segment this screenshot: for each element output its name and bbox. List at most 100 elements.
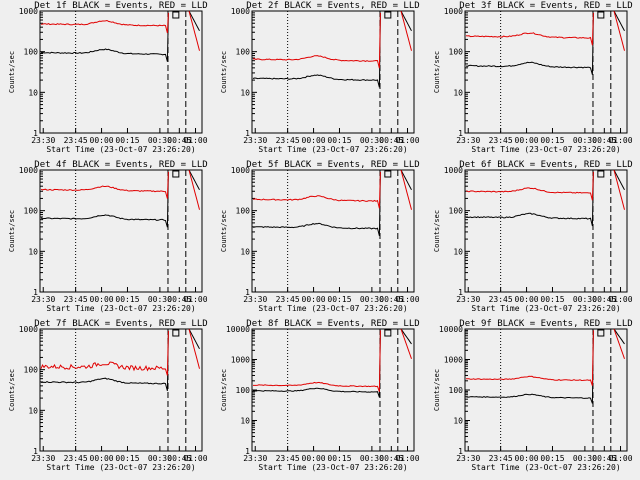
y-axis-label: Counts/sec	[433, 369, 441, 411]
x-axis-label: Start Time (23-Oct-07 23:26:20)	[46, 463, 195, 472]
x-tick-label: 00:15	[115, 454, 139, 463]
x-tick-label: 00:30	[360, 295, 384, 304]
x-tick-label: 23:45	[64, 454, 88, 463]
y-tick-label: 1	[458, 288, 463, 297]
x-axis-label: Start Time (23-Oct-07 23:26:20)	[258, 304, 407, 313]
series-line-events	[40, 171, 169, 228]
y-axis-label: Counts/sec	[8, 210, 16, 252]
x-axis-label: Start Time (23-Oct-07 23:26:20)	[471, 463, 620, 472]
chart-panel-8: Det 8f BLACK = Events, RED = LLD 1 10 100 10…	[220, 319, 420, 472]
x-tick-label: 01:00	[608, 295, 632, 304]
chart-title: Det 3f BLACK = Events, RED = LLD	[459, 1, 632, 11]
chart-panel-9: Det 9f BLACK = Events, RED = LLD 1 10 100 10…	[433, 319, 633, 472]
y-axis-label: Counts/sec	[220, 210, 228, 252]
series-line-lld	[40, 12, 169, 34]
y-tick-label: 100	[24, 207, 39, 216]
x-tick-label: 01:00	[608, 136, 632, 145]
y-axis-label: Counts/sec	[433, 51, 441, 93]
plot-frame	[39, 328, 203, 452]
y-tick-label: 1	[33, 447, 38, 456]
x-tick-label: 00:45	[167, 454, 191, 463]
plot-frame	[39, 10, 203, 134]
saa-marker	[384, 329, 392, 337]
x-tick-label: 00:45	[379, 295, 403, 304]
y-axis-label: Counts/sec	[220, 51, 228, 93]
x-tick-label: 23:30	[243, 454, 267, 463]
series-line-lld	[465, 171, 594, 201]
x-tick-label: 23:45	[276, 136, 300, 145]
x-tick-label: 00:30	[360, 454, 384, 463]
x-tick-label: 00:30	[360, 136, 384, 145]
chart-title: Det 6f BLACK = Events, RED = LLD	[459, 160, 632, 170]
y-tick-label: 100	[24, 48, 39, 57]
x-axis-label: Start Time (23-Oct-07 23:26:20)	[258, 463, 407, 472]
x-tick-label: 00:00	[90, 136, 114, 145]
series-line-lld	[40, 330, 169, 376]
y-tick-label: 100	[236, 48, 251, 57]
series-line-lld	[465, 12, 594, 46]
x-tick-label: 23:45	[64, 136, 88, 145]
x-tick-label: 00:30	[573, 295, 597, 304]
x-tick-label: 00:30	[148, 136, 172, 145]
y-axis-label: Counts/sec	[8, 51, 16, 93]
x-tick-label: 00:00	[302, 136, 326, 145]
series-tail-lld	[400, 169, 412, 210]
y-tick-label: 10000	[439, 325, 463, 334]
x-tick-label: 23:45	[276, 454, 300, 463]
y-tick-label: 1	[458, 447, 463, 456]
x-tick-label: 00:15	[327, 136, 351, 145]
x-tick-label: 00:15	[115, 295, 139, 304]
y-tick-label: 10	[453, 417, 463, 426]
chart-title: Det 9f BLACK = Events, RED = LLD	[459, 319, 632, 329]
y-tick-label: 100	[236, 386, 251, 395]
series-tail-lld	[613, 328, 625, 359]
chart-title: Det 1f BLACK = Events, RED = LLD	[34, 1, 207, 11]
saa-marker	[597, 329, 605, 337]
series-line-events	[252, 171, 381, 237]
x-axis-label: Start Time (23-Oct-07 23:26:20)	[471, 304, 620, 313]
y-tick-label: 1	[33, 129, 38, 138]
series-line-events	[252, 330, 381, 398]
y-tick-label: 1	[33, 288, 38, 297]
x-tick-label: 00:45	[592, 454, 616, 463]
series-tail-lld	[400, 328, 412, 359]
series-tail-events	[400, 169, 412, 191]
x-tick-label: 23:45	[489, 136, 513, 145]
y-tick-label: 1000	[19, 7, 38, 16]
x-tick-label: 23:45	[489, 295, 513, 304]
x-tick-label: 23:30	[31, 295, 55, 304]
saa-marker	[172, 11, 180, 19]
y-tick-label: 10	[240, 247, 250, 256]
plot-frame	[464, 328, 628, 452]
y-tick-label: 1000	[19, 166, 38, 175]
plot-frame	[251, 169, 415, 293]
chart-title: Det 8f BLACK = Events, RED = LLD	[246, 319, 419, 329]
x-tick-label: 00:45	[379, 136, 403, 145]
chart-panel-4: Det 4f BLACK = Events, RED = LLD 1 10 100 10…	[8, 160, 208, 313]
series-tail-events	[613, 169, 625, 191]
y-tick-label: 10	[28, 88, 38, 97]
x-tick-label: 00:30	[573, 454, 597, 463]
x-tick-label: 23:30	[456, 136, 480, 145]
x-tick-label: 00:15	[540, 295, 564, 304]
series-line-events	[465, 171, 594, 227]
x-tick-label: 00:15	[327, 295, 351, 304]
chart-panel-7: Det 7f BLACK = Events, RED = LLD 1 10 100 10…	[8, 319, 208, 472]
chart-title: Det 7f BLACK = Events, RED = LLD	[34, 319, 207, 329]
series-line-lld	[252, 12, 381, 69]
series-tail-lld	[188, 328, 200, 369]
series-tail-events	[188, 169, 200, 191]
x-tick-label: 23:30	[31, 454, 55, 463]
series-tail-lld	[400, 10, 412, 51]
y-tick-label: 1000	[231, 166, 250, 175]
x-tick-label: 00:15	[327, 454, 351, 463]
chart-panel-2: Det 2f BLACK = Events, RED = LLD 1 10 100 10…	[220, 1, 420, 154]
x-tick-label: 23:30	[456, 295, 480, 304]
x-tick-label: 00:30	[148, 454, 172, 463]
x-tick-label: 00:00	[302, 454, 326, 463]
x-tick-label: 01:00	[395, 454, 419, 463]
saa-marker	[597, 170, 605, 178]
x-tick-label: 00:15	[540, 454, 564, 463]
x-tick-label: 01:00	[183, 454, 207, 463]
y-tick-label: 1000	[444, 166, 463, 175]
